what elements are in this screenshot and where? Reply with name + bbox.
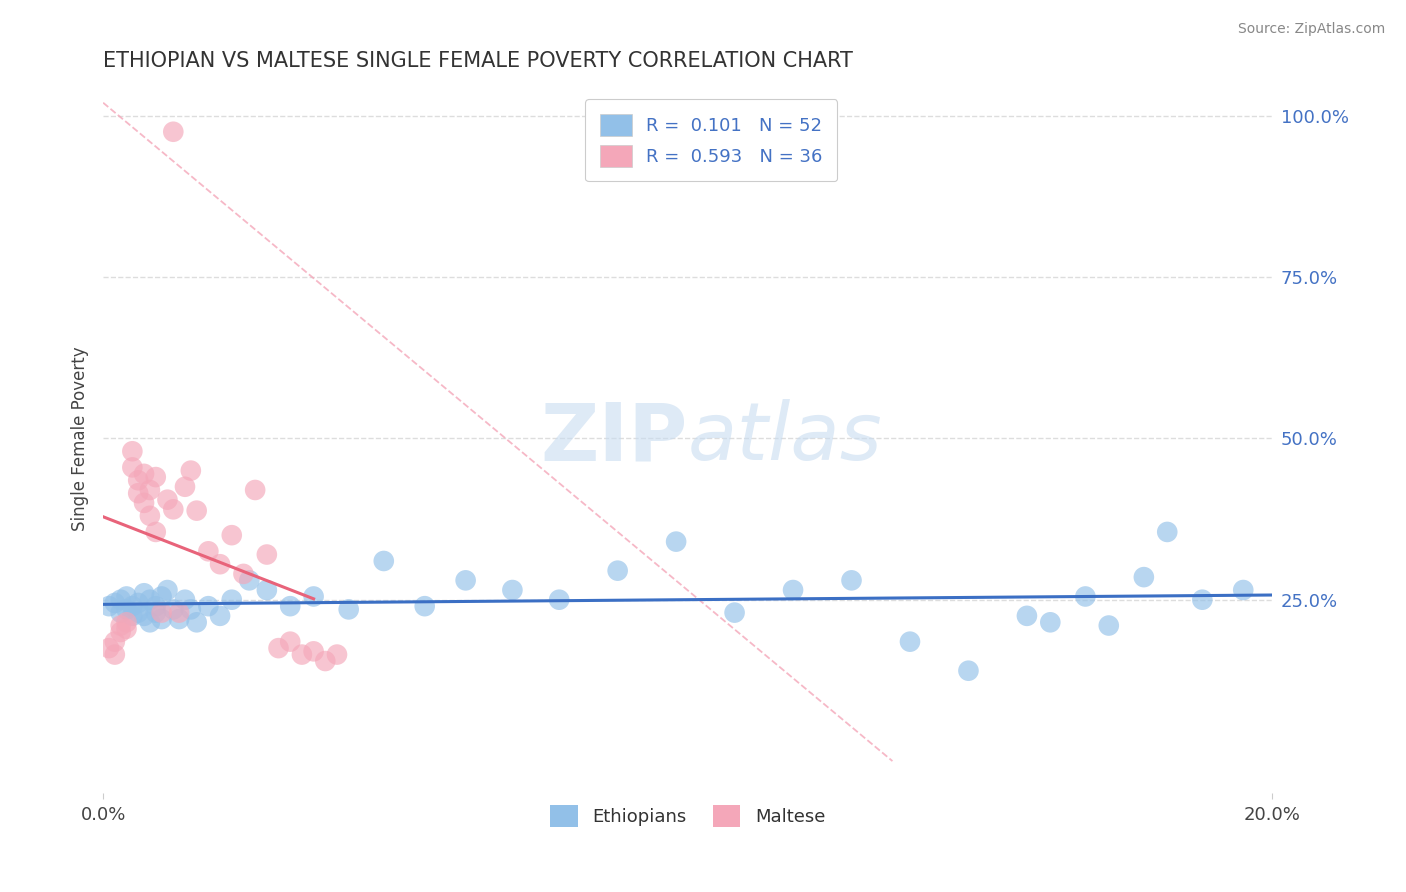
Point (302, 590, 325, 604)
Point (132, 496, 155, 510)
Point (110, 625, 132, 640)
Point (104, 648, 127, 662)
Point (501, 582, 523, 597)
Point (267, 641, 290, 656)
Point (782, 582, 804, 597)
Point (150, 612, 173, 626)
Point (1074, 590, 1097, 604)
Point (454, 574, 477, 588)
Point (110, 606, 132, 620)
Point (121, 608, 143, 623)
Point (197, 599, 219, 614)
Point (162, 602, 184, 616)
Point (606, 564, 628, 578)
Text: ETHIOPIAN VS MALTESE SINGLE FEMALE POVERTY CORRELATION CHART: ETHIOPIAN VS MALTESE SINGLE FEMALE POVER… (103, 51, 853, 70)
Point (243, 483, 266, 497)
Point (98, 599, 121, 614)
Point (162, 125, 184, 139)
Point (665, 534, 688, 549)
Point (174, 592, 197, 607)
Point (548, 592, 571, 607)
Point (1098, 618, 1121, 632)
Point (723, 606, 745, 620)
Point (167, 612, 190, 626)
Point (145, 524, 167, 539)
Point (209, 558, 232, 572)
Point (898, 634, 921, 648)
Point (167, 606, 190, 620)
Point (221, 592, 243, 607)
Point (256, 548, 278, 562)
Point (104, 596, 127, 610)
Point (1232, 582, 1254, 597)
Point (145, 599, 167, 614)
Point (132, 586, 155, 600)
Point (121, 444, 143, 458)
Point (174, 480, 197, 494)
Point (291, 648, 314, 662)
Point (1156, 524, 1178, 539)
Point (132, 467, 155, 481)
Point (115, 602, 138, 616)
Point (121, 460, 143, 475)
Point (238, 574, 260, 588)
Y-axis label: Single Female Poverty: Single Female Poverty (72, 346, 89, 531)
Point (139, 615, 162, 630)
Point (104, 634, 127, 648)
Point (197, 544, 219, 558)
Point (156, 582, 179, 597)
Point (132, 608, 155, 623)
Point (127, 596, 149, 610)
Point (145, 470, 167, 484)
Point (302, 644, 325, 658)
Legend: Ethiopians, Maltese: Ethiopians, Maltese (543, 797, 832, 834)
Point (209, 608, 232, 623)
Point (110, 592, 132, 607)
Point (337, 602, 360, 616)
Point (150, 606, 173, 620)
Point (1191, 592, 1213, 607)
Point (326, 648, 349, 662)
Point (150, 590, 173, 604)
Point (110, 618, 132, 632)
Point (180, 602, 202, 616)
Point (413, 599, 436, 614)
Point (841, 574, 863, 588)
Point (957, 664, 980, 678)
Point (1015, 608, 1038, 623)
Point (314, 654, 336, 668)
Point (115, 615, 138, 630)
Point (115, 590, 138, 604)
Text: atlas: atlas (688, 400, 883, 477)
Point (139, 592, 162, 607)
Point (127, 606, 149, 620)
Point (127, 473, 149, 487)
Point (162, 502, 184, 516)
Text: Source: ZipAtlas.com: Source: ZipAtlas.com (1237, 22, 1385, 37)
Point (1133, 570, 1156, 584)
Point (139, 508, 162, 523)
Point (186, 503, 208, 517)
Point (139, 483, 162, 497)
Point (156, 492, 179, 507)
Point (373, 554, 395, 568)
Point (145, 606, 167, 620)
Point (98, 641, 121, 656)
Point (232, 566, 254, 581)
Point (256, 582, 278, 597)
Point (1039, 615, 1062, 630)
Point (278, 599, 301, 614)
Point (127, 486, 149, 500)
Point (121, 599, 143, 614)
Point (221, 528, 243, 542)
Point (180, 464, 202, 478)
Point (186, 615, 208, 630)
Text: ZIP: ZIP (540, 400, 688, 477)
Point (278, 634, 301, 648)
Point (115, 622, 138, 636)
